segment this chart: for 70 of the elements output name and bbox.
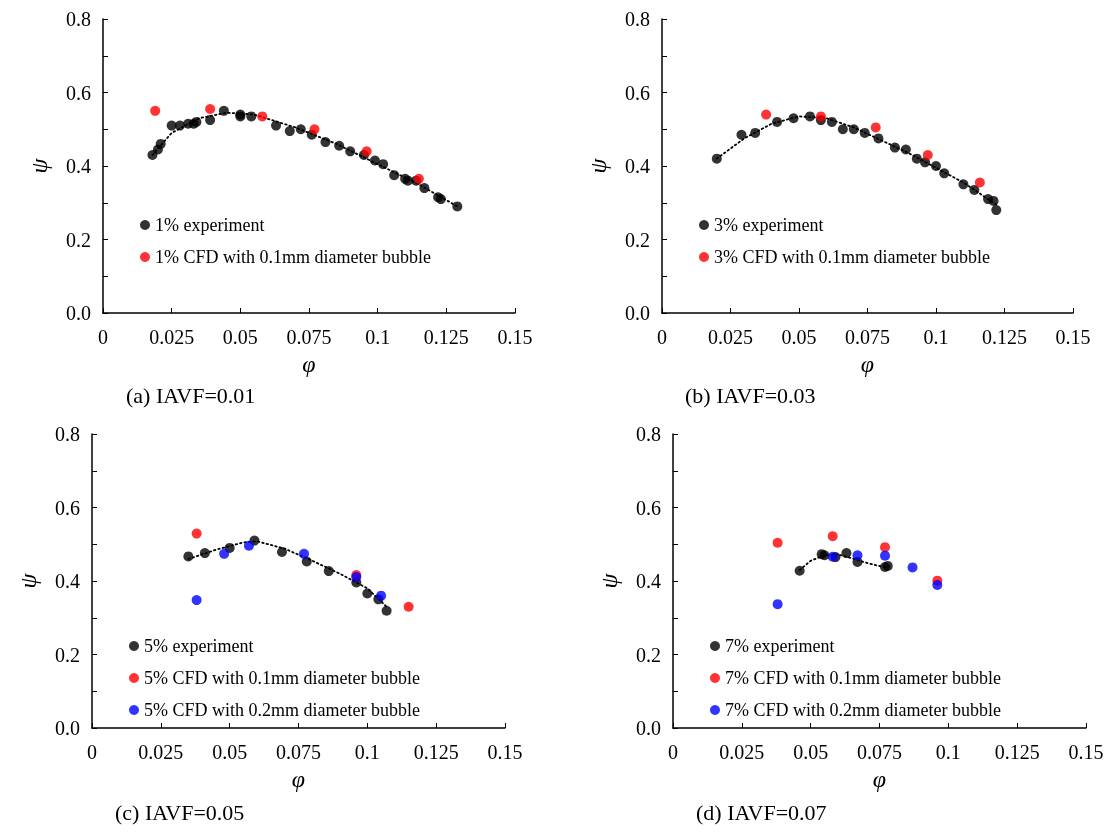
x-tick-label: 0.1 — [365, 326, 391, 348]
legend-label: 5% CFD with 0.2mm diameter bubble — [144, 700, 420, 720]
legend-label: 5% CFD with 0.1mm diameter bubble — [144, 668, 420, 688]
x-tick-label: 0 — [657, 326, 667, 348]
y-tick-label: 0.2 — [66, 228, 91, 251]
y-tick-label: 0.8 — [66, 8, 91, 30]
x-tick-label: 0.05 — [222, 326, 258, 348]
x-tick-label: 0 — [98, 326, 108, 348]
x-tick-label: 0.05 — [781, 326, 817, 348]
x-tick-label: 0.15 — [1055, 326, 1091, 348]
y-axis-title: ψ — [26, 157, 52, 174]
legend-label: 1% CFD with 0.1mm diameter bubble — [155, 247, 431, 267]
x-tick-label: 0.075 — [286, 326, 332, 348]
legend-label: 7% CFD with 0.2mm diameter bubble — [725, 700, 1001, 720]
x-tick-label: 0.05 — [212, 741, 248, 763]
text: (b) IAVF=0.03 — [685, 382, 816, 408]
x-tick-label: 0.15 — [487, 741, 523, 763]
y-axis-title: ψ — [15, 572, 41, 589]
legend-label: 7% CFD with 0.1mm diameter bubble — [725, 668, 1001, 688]
x-tick-label: 0.075 — [857, 741, 902, 763]
legend-label: 3% CFD with 0.1mm diameter bubble — [714, 247, 990, 267]
y-tick-label: 0.8 — [625, 8, 650, 30]
legend-label: 7% experiment — [725, 636, 835, 656]
legend-label: 5% experiment — [144, 636, 254, 656]
x-tick-label: 0.1 — [923, 326, 949, 348]
y-tick-label: 0.6 — [636, 496, 661, 519]
x-tick-label: 0.025 — [719, 741, 765, 763]
y-axis-title: ψ — [596, 572, 622, 589]
legend-label: 1% experiment — [155, 215, 265, 235]
x-tick-label: 0.075 — [276, 741, 321, 763]
legend-label: 3% experiment — [714, 215, 824, 235]
x-axis-title: φ — [302, 350, 316, 377]
x-tick-label: 0.125 — [994, 741, 1040, 763]
x-tick-label: 0.025 — [708, 326, 753, 348]
x-tick-label: 0 — [87, 741, 97, 763]
y-tick-label: 0.8 — [55, 423, 80, 445]
x-tick-label: 0 — [668, 741, 678, 763]
x-tick-label: 0.025 — [149, 326, 195, 348]
y-tick-label: 0.0 — [66, 302, 91, 324]
text: (c) IAVF=0.05 — [115, 799, 245, 825]
y-tick-label: 0.2 — [625, 228, 650, 251]
x-tick-label: 0.025 — [138, 741, 184, 763]
y-tick-label: 0.4 — [625, 155, 650, 177]
y-tick-label: 0.4 — [55, 570, 80, 592]
x-tick-label: 0.125 — [423, 326, 469, 348]
text: (a) IAVF=0.01 — [126, 382, 256, 408]
y-tick-label: 0.8 — [636, 423, 661, 445]
y-tick-label: 0.0 — [625, 302, 650, 324]
y-axis-title: ψ — [585, 157, 611, 174]
y-tick-label: 0.0 — [55, 717, 80, 739]
y-tick-label: 0.2 — [636, 643, 661, 666]
y-tick-label: 0.6 — [66, 81, 91, 104]
y-tick-label: 0.4 — [66, 155, 91, 177]
x-tick-label: 0.125 — [982, 326, 1027, 348]
y-tick-label: 0.6 — [55, 496, 80, 519]
y-tick-label: 0.6 — [625, 81, 650, 104]
x-tick-label: 0.15 — [497, 326, 533, 348]
y-tick-label: 0.0 — [636, 717, 661, 739]
x-tick-label: 0.075 — [845, 326, 890, 348]
text: (d) IAVF=0.07 — [696, 799, 827, 825]
x-tick-label: 0.05 — [793, 741, 829, 763]
x-tick-label: 0.1 — [935, 741, 961, 763]
y-tick-label: 0.2 — [55, 643, 80, 666]
x-axis-title: φ — [291, 765, 306, 792]
y-tick-label: 0.4 — [636, 570, 661, 592]
x-tick-label: 0.1 — [354, 741, 380, 763]
x-axis-title: φ — [860, 350, 875, 377]
x-tick-label: 0.125 — [413, 741, 459, 763]
x-tick-label: 0.15 — [1068, 741, 1104, 763]
x-axis-title: φ — [872, 765, 887, 792]
